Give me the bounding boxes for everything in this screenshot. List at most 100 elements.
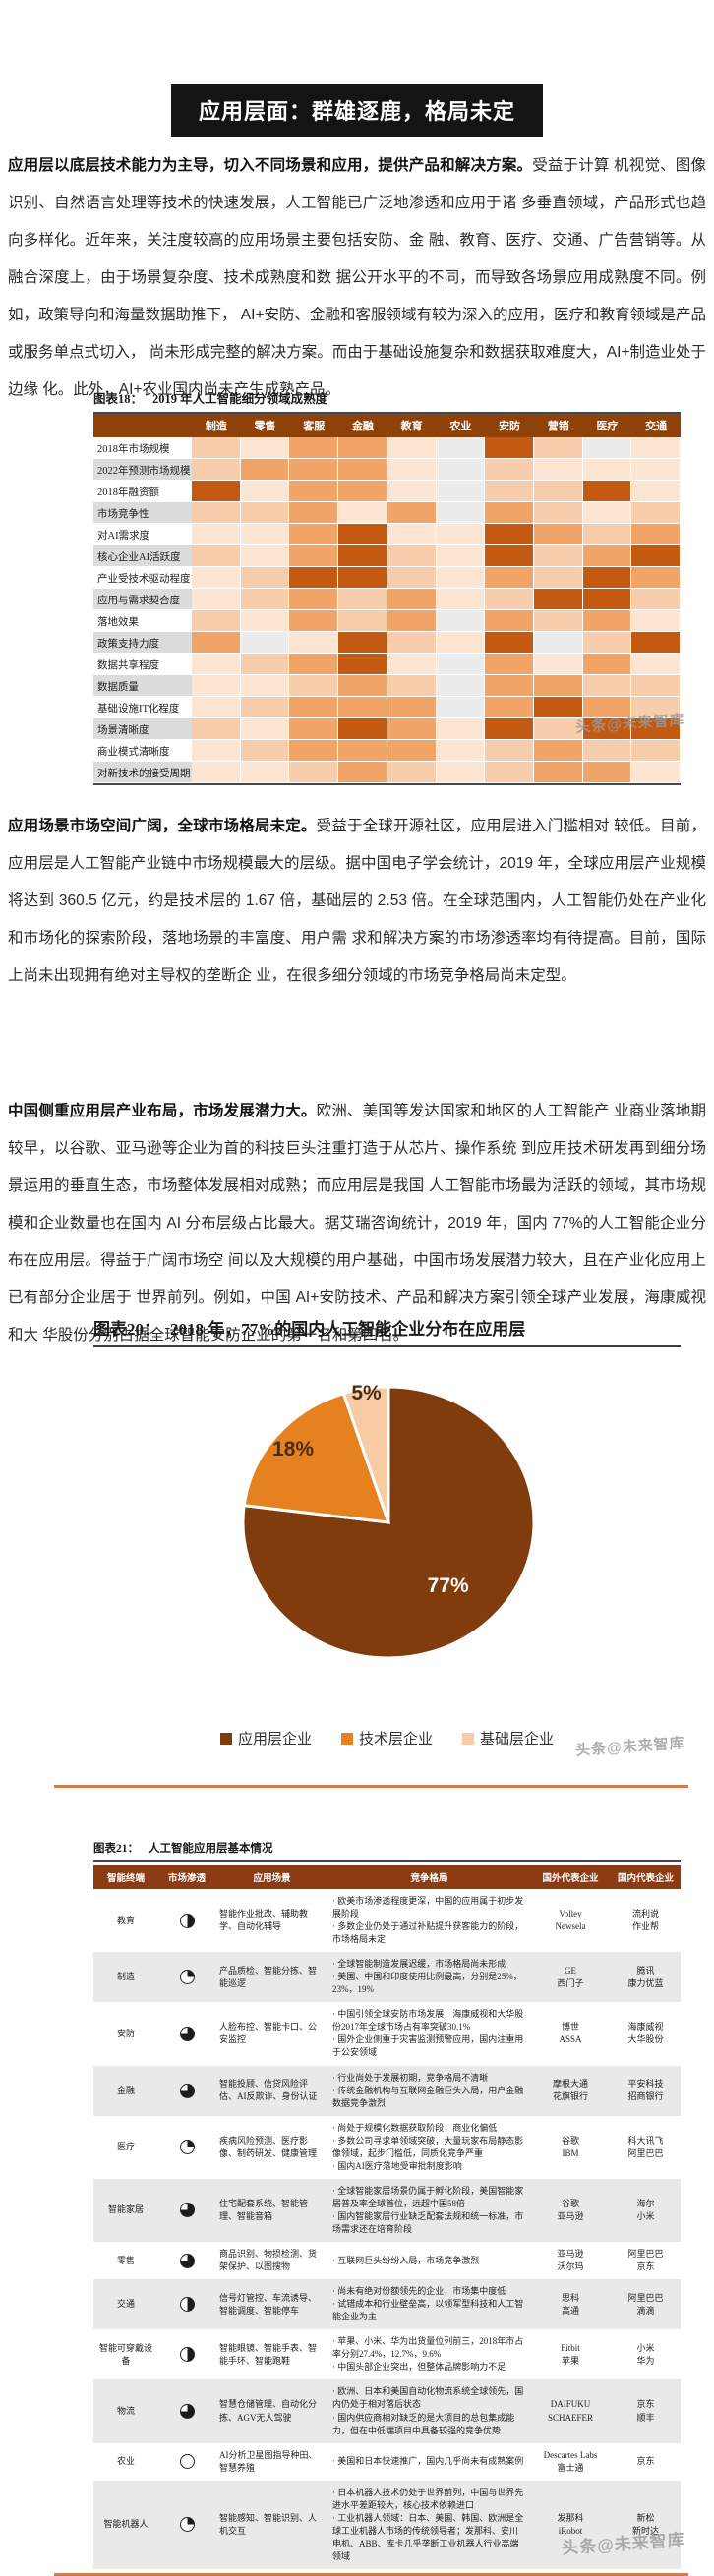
heatmap-cell [289, 740, 339, 762]
figure-21-title: 图表21： 人工智能应用层基本情况 [93, 1840, 681, 1856]
heatmap-cell [485, 437, 534, 459]
competition-cell: · 中国引领全球安防市场发展，海康威视和大华股份2017年全球市场占有率突破30… [328, 2002, 530, 2065]
domestic-companies-cell: 小米 华为 [611, 2329, 681, 2379]
legend-swatch [462, 1732, 474, 1745]
heatmap-cell [485, 567, 534, 589]
column-header: 应用场景 [215, 1865, 328, 1889]
competition-cell: · 尚处于规模化数据获取阶段，商业化偏低 · 多数公司寻求单领域突破，大量玩家布局… [328, 2116, 530, 2179]
legend-label: 技术层企业 [358, 1732, 433, 1747]
heatmap-cell [240, 610, 290, 632]
domestic-company: 京东 [636, 2456, 655, 2467]
heatmap-cell [533, 762, 583, 783]
heatmap-cell [240, 675, 290, 697]
heatmap-cell [436, 524, 486, 545]
heatmap-cell [485, 502, 534, 524]
competition-cell: · 欧洲、日本和美国自动化物流系统全球领先，国内仍处于相对落后状态 · 国内供应商… [328, 2379, 530, 2442]
heatmap-cell [240, 437, 290, 459]
heatmap-cell [192, 502, 241, 524]
heatmap-cell [533, 610, 583, 632]
competition-cell: · 全球智能家居场景仍属于孵化阶段，美国智能家居普及率全球首位，远超中国58倍 ·… [328, 2179, 530, 2242]
figure-18-title: 图表18： 2019 年人工智能细分领域成熟度 [93, 388, 681, 407]
heatmap-cell [240, 481, 290, 502]
heatmap-cell [485, 481, 534, 502]
column-header: 国外代表企业 [530, 1865, 611, 1889]
competition-bullet: · 日本机器人技术仍处于世界前列，中国与世界先进水平差距较大，核心技术依赖进口 [332, 2487, 524, 2510]
competition-bullet: · 互联网巨头纷纷入局，市场竞争激烈 [332, 2255, 480, 2265]
domestic-company: 新松 [636, 2512, 655, 2523]
heatmap-cell [485, 654, 534, 675]
competition-bullet: · 行业尚处于发展初期，竞争格局不清晰 [332, 2072, 489, 2083]
domestic-companies-cell: 腾讯 康力优蓝 [611, 1952, 681, 2002]
heatmap-cell [436, 632, 486, 654]
foreign-company: Descartes Labs [543, 2449, 598, 2460]
heatmap-cell [338, 567, 387, 589]
foreign-companies-cell: Fitbit 苹果 [530, 2329, 611, 2379]
market-penetration-icon [179, 2404, 195, 2419]
heatmap-cell [240, 524, 290, 545]
terminal-cell: 交通 [116, 2299, 135, 2310]
competition-bullet: · 中国头部企业突出，但整体品牌影响力不足 [332, 2362, 506, 2373]
heatmap-cell [485, 740, 534, 762]
heatmap-row-label: 2018年融资额 [97, 487, 159, 498]
domestic-company: 阿里巴巴 [627, 2249, 664, 2260]
market-penetration-icon [179, 2083, 195, 2098]
heatmap-cell [533, 502, 583, 524]
figure-20-bottom-rule [54, 1785, 688, 1788]
competition-cell: · 苹果、小米、华为出货量位列前三，2018年市占率分别27.4%，12.7%，… [328, 2329, 530, 2379]
heatmap-cell [582, 437, 632, 459]
application-layer-table: 智能终端 市场渗透 应用场景 竞争格局 国外代表企业 国内代表企业 教育 智能作业批改、辅助教… [93, 1865, 681, 2569]
heatmap-cell [582, 675, 632, 697]
foreign-company: 沃尔玛 [557, 2261, 584, 2272]
legend-item-技术层企业: 技术层企业 [340, 1728, 433, 1748]
heatmap-cell [436, 502, 486, 524]
paragraph-lead: 应用层以底层技术能力为主导，切入不同场景和应用，提供产品和解决方案。 [8, 157, 533, 174]
paragraph-lead: 应用场景市场空间广阔，全球市场格局未定。 [8, 818, 317, 834]
heatmap-cell [533, 437, 583, 459]
heatmap-row-label: 数据质量 [93, 675, 192, 696]
heatmap-cell [289, 524, 339, 545]
competition-bullet: · 工业机器人领域：日本、美国、韩国、欧洲是全球工业机器人市场的传统领导者；发那… [332, 2512, 524, 2561]
scenario-cell: 智能作业批改、辅助教学、自动化辅导 [219, 1909, 309, 1932]
heatmap-cell [289, 502, 339, 524]
heatmap-cell [387, 545, 437, 567]
heatmap-cell [192, 437, 241, 459]
figure-20-label: 图表20： [93, 1320, 160, 1339]
heatmap-cell [289, 632, 339, 654]
heatmap-cell [240, 654, 290, 675]
domestic-company: 海康威视 [627, 2022, 664, 2032]
heatmap-cell [533, 567, 583, 589]
heatmap-row-label: 2022年预测市场规模 [93, 459, 192, 480]
heatmap-cell [485, 610, 534, 632]
heatmap-cell [582, 697, 632, 718]
domestic-company: 京东 [636, 2261, 655, 2272]
heatmap-cell [289, 481, 339, 502]
heatmap-cell [289, 437, 339, 459]
domestic-company: 大华股份 [627, 2034, 664, 2045]
heatmap-cell [338, 762, 387, 783]
domestic-companies-cell: 京东 [611, 2443, 681, 2481]
heatmap-cell [289, 718, 339, 740]
foreign-company: IBM [562, 2147, 579, 2158]
heatmap-cell [240, 459, 290, 481]
penetration-cell [158, 1889, 215, 1952]
heatmap-cell [631, 718, 681, 740]
heatmap-cell [192, 632, 241, 654]
heatmap-cell [387, 567, 437, 589]
heatmap-cell [631, 610, 681, 632]
heatmap-cell [436, 654, 486, 675]
terminal-cell: 医疗 [116, 2142, 135, 2152]
legend-item-应用层企业: 应用层企业 [219, 1728, 312, 1748]
heatmap-cell [387, 632, 437, 654]
heatmap-row-label: 产业受技术驱动程度 [97, 574, 191, 585]
domestic-companies-cell: 阿里巴巴 滴滴 [611, 2279, 681, 2329]
domestic-company: 科大讯飞 [627, 2135, 664, 2146]
domestic-companies-cell: 平安科技 招商银行 [611, 2066, 681, 2116]
competition-cell: · 全球智能制造发展迟缓，市场格局尚未形成 · 美国、中国和印度使用比例最高，分别… [328, 1952, 530, 2002]
penetration-cell [158, 2242, 215, 2279]
heatmap-column-header: 医疗 [582, 414, 632, 437]
heatmap-cell [436, 567, 486, 589]
competition-bullet: · 国内智能家居行业缺乏配套法规和统一标准，市场需求还在培育阶段 [332, 2210, 524, 2234]
heatmap-cell [436, 697, 486, 718]
domestic-company: 海尔 [636, 2198, 655, 2208]
heatmap-cell [240, 545, 290, 567]
